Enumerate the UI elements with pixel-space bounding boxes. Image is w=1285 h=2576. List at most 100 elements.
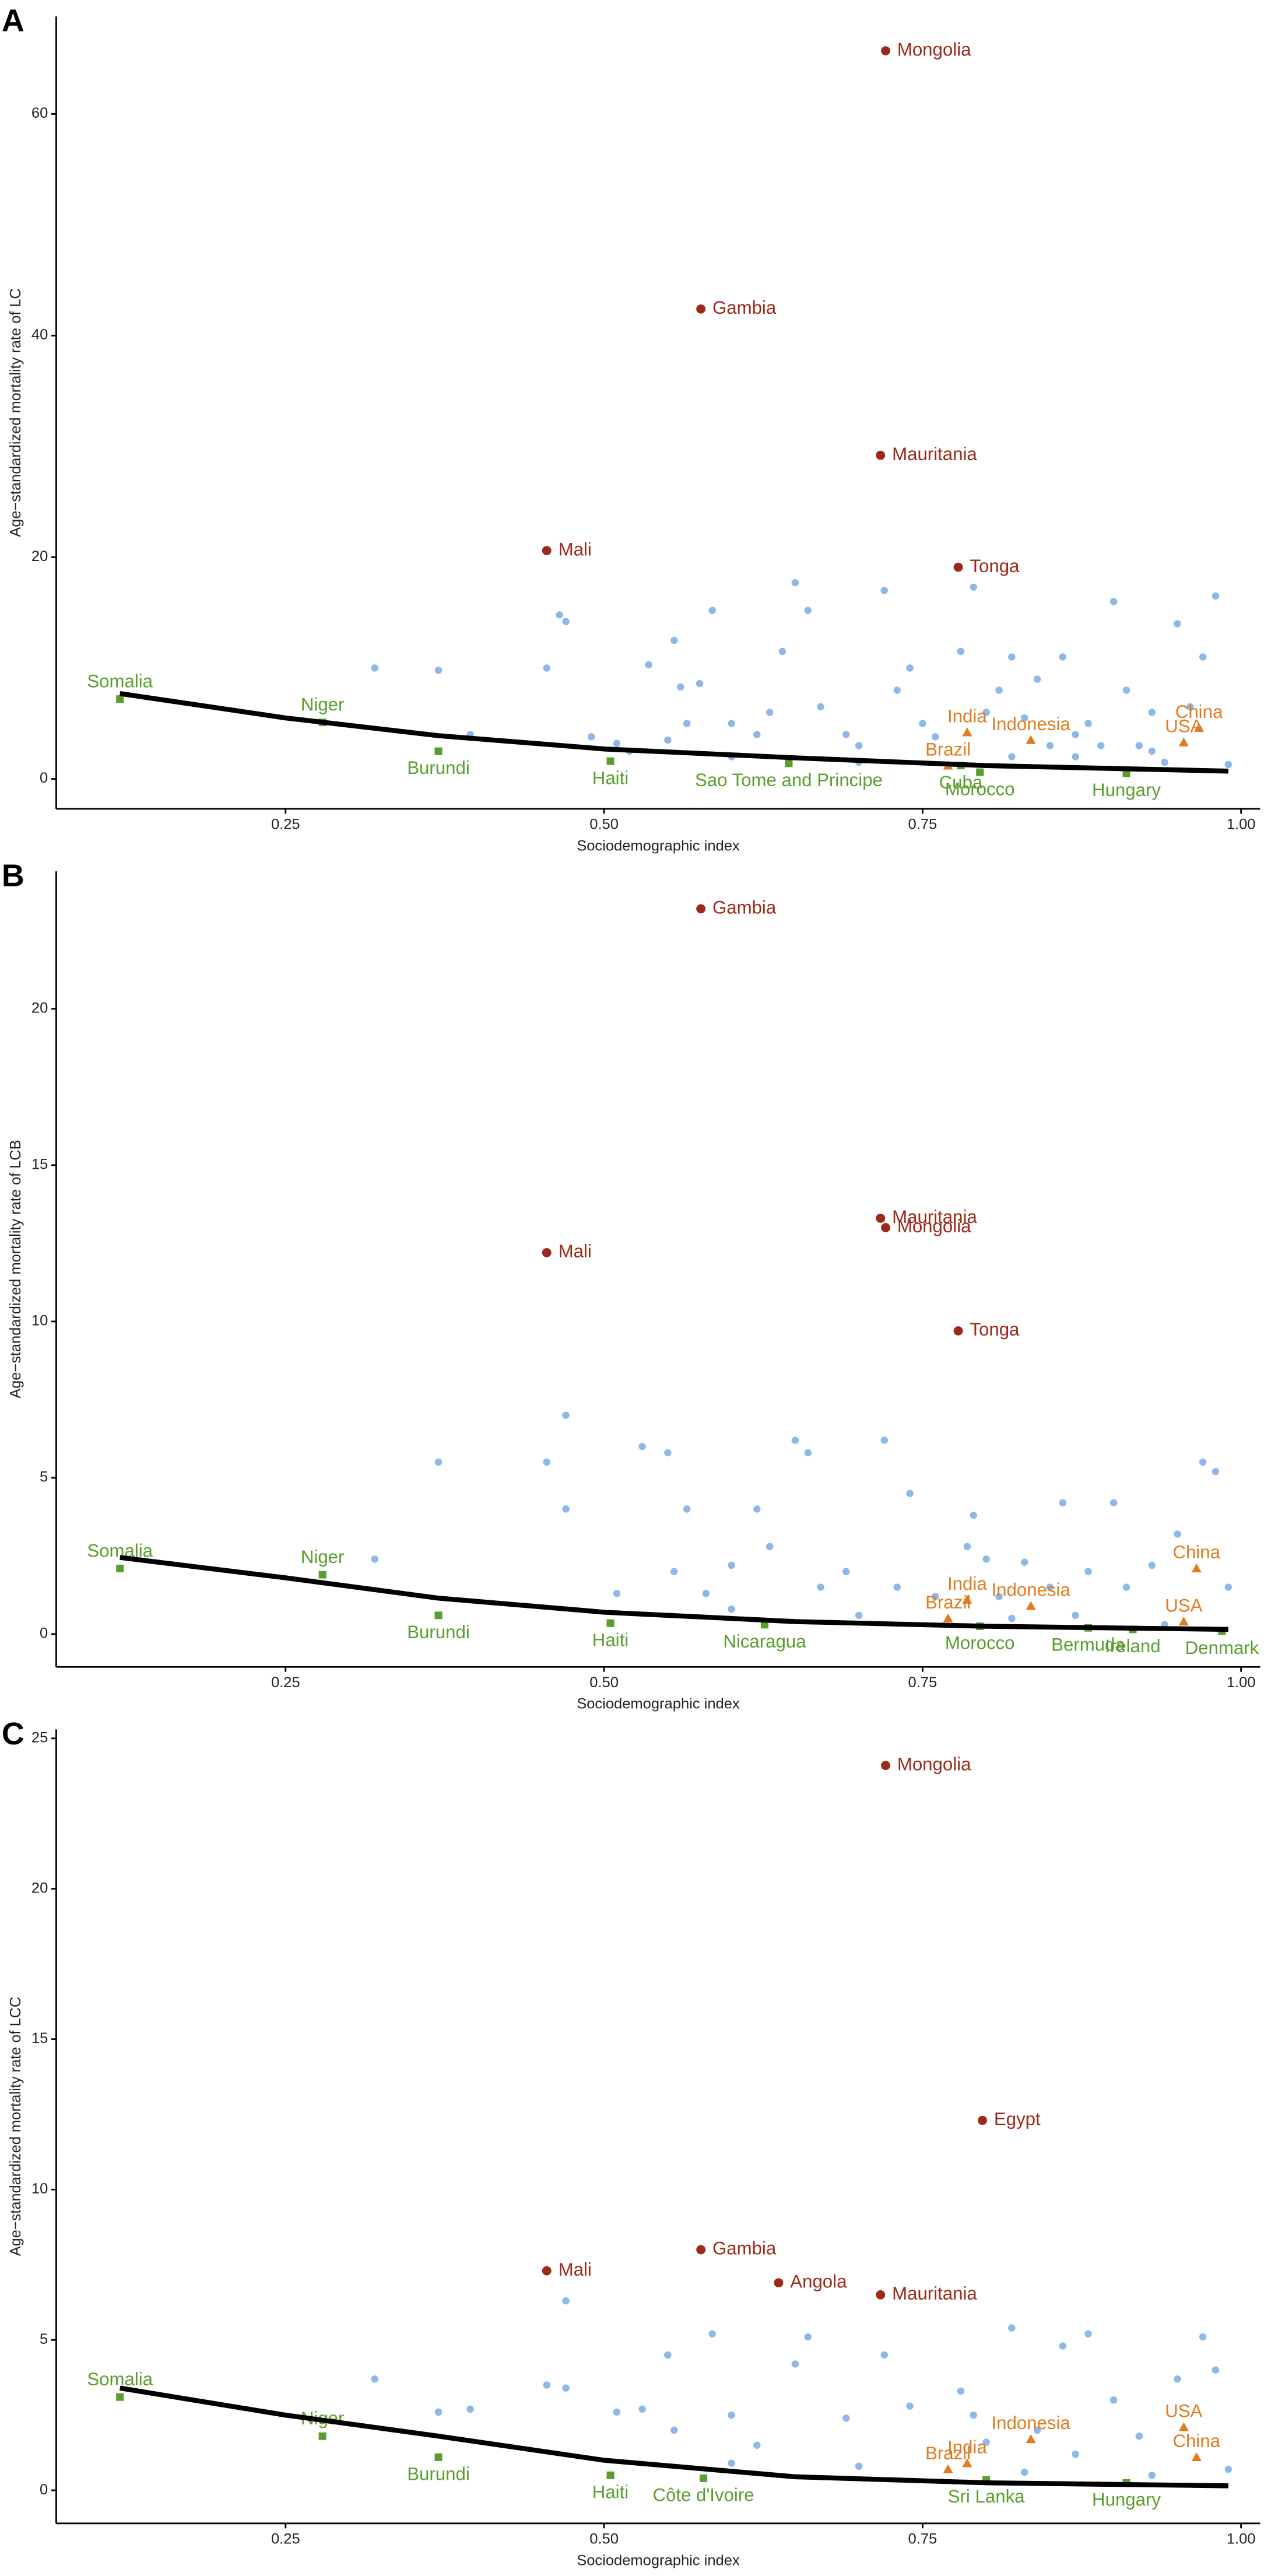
point-label: Bermuda (1051, 1635, 1125, 1655)
point (766, 709, 774, 716)
point-label: Brazil (925, 2443, 971, 2463)
point (1178, 1617, 1189, 1626)
point (876, 1214, 886, 1223)
x-tick-label: 0.25 (271, 1674, 300, 1691)
point (1026, 735, 1036, 744)
y-tick-label: 10 (31, 2181, 48, 2197)
point-label: Burundi (407, 1622, 470, 1642)
point (670, 1568, 678, 1575)
point (1046, 1583, 1054, 1591)
point (1178, 2422, 1189, 2431)
point-label: Mauritania (892, 2283, 977, 2304)
point-label: Mali (559, 1241, 592, 1261)
point (962, 1594, 972, 1604)
point (1110, 1499, 1118, 1506)
point (906, 1489, 914, 1497)
point (542, 2266, 552, 2276)
point (1174, 1530, 1181, 1538)
point (855, 1611, 863, 1619)
point (1059, 2342, 1066, 2350)
point-label: China (1175, 702, 1223, 722)
x-tick-label: 0.50 (589, 816, 619, 833)
point (683, 1505, 691, 1513)
point-label: Hungary (1092, 2489, 1161, 2510)
point (970, 583, 978, 591)
x-tick-label: 0.75 (908, 816, 938, 833)
point (562, 2384, 570, 2392)
point (116, 695, 124, 703)
point (1224, 1583, 1233, 1591)
point (696, 2245, 706, 2255)
point (556, 611, 563, 619)
point (728, 1561, 735, 1569)
point (728, 720, 735, 727)
fit-curve (120, 2385, 1228, 2489)
point (1084, 720, 1092, 727)
point (1148, 709, 1156, 716)
point (753, 1505, 761, 1513)
point-label: Mali (559, 539, 592, 559)
fit-curve (120, 1555, 1228, 1632)
point (953, 1326, 963, 1336)
point (1008, 1614, 1016, 1622)
point-label: China (1172, 1542, 1220, 1562)
point (1072, 731, 1079, 738)
point (970, 1512, 978, 1519)
point (638, 1443, 646, 1450)
point (1046, 742, 1054, 749)
point (1135, 742, 1143, 749)
point-label: Tonga (970, 556, 1020, 576)
point (708, 2330, 717, 2338)
y-tick-label: 60 (31, 105, 48, 121)
point-label: Brazil (925, 739, 971, 760)
point (880, 2351, 889, 2359)
point-label: Morocco (945, 1633, 1015, 1653)
point (842, 731, 850, 738)
point-label: Morocco (945, 779, 1015, 799)
x-tick-label: 0.50 (589, 2531, 619, 2547)
point (1020, 2468, 1028, 2476)
point (931, 733, 939, 741)
point-label: Ireland (1105, 1636, 1160, 1656)
point (542, 1248, 552, 1257)
point (116, 1564, 124, 1572)
point (842, 2414, 850, 2422)
point-label: Mauritania (892, 1207, 977, 1227)
x-tick-label: 0.25 (271, 816, 300, 833)
point (434, 1611, 443, 1620)
point (1148, 2472, 1156, 2479)
point (708, 607, 717, 614)
x-tick-label: 0.50 (589, 1674, 619, 1691)
point-label: Indonesia (991, 1580, 1070, 1600)
point (664, 2351, 672, 2359)
point-label: Niger (301, 1547, 345, 1567)
point (1178, 737, 1189, 746)
point (116, 2393, 124, 2401)
point-label: Gambia (712, 2238, 777, 2259)
x-axis-title: Sociodemographic index (577, 837, 740, 854)
point (696, 904, 706, 914)
point (817, 703, 824, 711)
point (893, 1583, 901, 1591)
x-tick-label: 0.25 (271, 2531, 300, 2547)
point (638, 2405, 646, 2413)
point (963, 1543, 971, 1551)
point (1186, 703, 1194, 711)
x-tick-label: 1.00 (1227, 816, 1256, 833)
point-label: Mali (559, 2259, 592, 2280)
point (606, 1619, 615, 1627)
point (876, 2290, 886, 2300)
point (791, 1436, 799, 1444)
point (562, 1505, 570, 1513)
point (543, 1458, 550, 1466)
point (1026, 2434, 1036, 2444)
point (791, 579, 799, 587)
y-axis-title: Age−standardized mortality rate of LC (8, 288, 24, 537)
point (318, 2432, 326, 2440)
point (676, 683, 684, 691)
point-label: Mongolia (897, 1216, 971, 1236)
point-label: Brazil (925, 1592, 971, 1613)
x-tick-label: 1.00 (1227, 2531, 1256, 2547)
point (1072, 1611, 1079, 1619)
y-axis-title: Age−standardized mortality rate of LCB (8, 1140, 24, 1398)
